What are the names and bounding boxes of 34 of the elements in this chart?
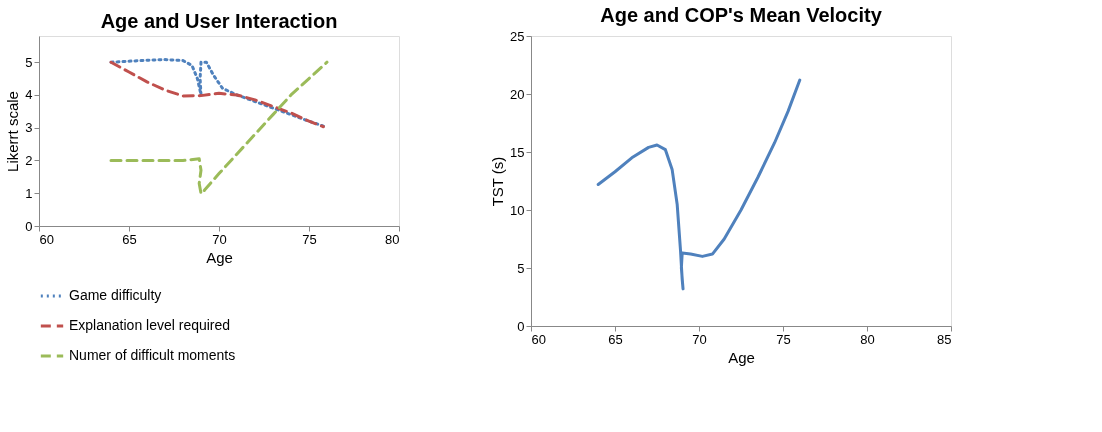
legend-label: Explanation level required <box>69 317 231 333</box>
x-axis-title: Age <box>728 348 755 366</box>
x-tick-label: 65 <box>608 331 623 347</box>
y-tick-label: 2 <box>25 152 33 168</box>
y-tick-label: 1 <box>25 185 33 201</box>
x-tick-label: 80 <box>385 231 400 247</box>
x-tick-label: 85 <box>937 331 952 347</box>
y-tick-label: 5 <box>517 260 525 276</box>
y-tick-label: 3 <box>25 120 33 136</box>
x-tick-label: 60 <box>39 231 54 247</box>
x-tick-label: 70 <box>212 231 227 247</box>
y-tick-label: 0 <box>517 318 525 334</box>
x-tick-label: 70 <box>692 331 707 347</box>
legend-label: Numer of difficult moments <box>69 347 236 363</box>
legend-label: Game difficulty <box>69 287 162 303</box>
y-tick-label: 4 <box>25 87 33 103</box>
x-tick-label: 65 <box>122 231 137 247</box>
line-series <box>109 60 329 195</box>
y-tick-label: 25 <box>510 28 525 44</box>
x-tick-label: 80 <box>860 331 875 347</box>
x-axis-title: Age <box>206 248 233 266</box>
y-axis-title: Likerrt scale <box>4 91 22 172</box>
y-tick-label: 5 <box>25 54 33 70</box>
x-tick-label: 75 <box>776 331 791 347</box>
x-tick-label: 75 <box>302 231 317 247</box>
y-tick-label: 20 <box>510 86 525 102</box>
chart-title: Age and User Interaction <box>100 10 338 32</box>
y-tick-label: 10 <box>510 202 525 218</box>
y-axis-title: TST (s) <box>489 156 507 207</box>
line-series <box>596 78 802 291</box>
chart-title: Age and COP's Mean Velocity <box>600 4 883 26</box>
x-tick-label: 60 <box>531 331 546 347</box>
y-tick-label: 15 <box>510 144 525 160</box>
y-tick-label: 0 <box>25 218 33 234</box>
